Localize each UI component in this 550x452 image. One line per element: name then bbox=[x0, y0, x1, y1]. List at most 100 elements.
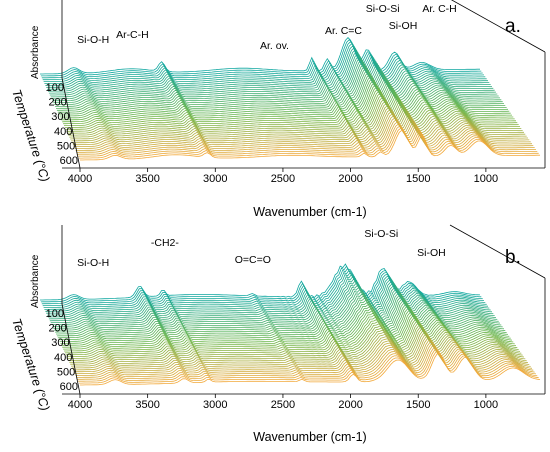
spectrum-curve bbox=[40, 265, 482, 303]
spectrum-curve bbox=[48, 282, 493, 318]
x-tick-label: 2500 bbox=[271, 173, 295, 185]
spectrum-curve bbox=[61, 86, 512, 121]
spectrum-curve bbox=[72, 338, 530, 371]
x-tick-label: 4000 bbox=[68, 399, 92, 411]
back-edge-line bbox=[449, 224, 546, 279]
temperature-tick-label: 500 bbox=[57, 140, 75, 152]
spectrum-curve bbox=[56, 76, 506, 111]
temperature-axis-label-a: Temperature (°C) bbox=[9, 88, 52, 184]
peak-annotations-a: Si-O-H Ar-C-H Ar. ov. Ar. C=C Si-O-Si Si-OH Ar… bbox=[77, 3, 457, 52]
panel-letter-a: a. bbox=[505, 16, 521, 37]
spectrum-curve bbox=[59, 82, 510, 117]
spectrum-curve bbox=[44, 273, 487, 310]
spectrum-curve bbox=[64, 92, 516, 126]
temperature-ticks-b: 100 200 300 400 500 600 bbox=[46, 308, 78, 393]
temperature-tick-label: 600 bbox=[60, 381, 78, 393]
spectrum-curve bbox=[45, 276, 489, 312]
peak-annotation: Ar. C=C bbox=[325, 25, 362, 37]
spectrum-curve bbox=[48, 57, 494, 94]
peak-annotation: Ar-C-H bbox=[116, 29, 149, 41]
spectrum-curve bbox=[66, 98, 521, 132]
spectrum-curve bbox=[54, 70, 502, 105]
spectrum-curve bbox=[62, 315, 514, 348]
x-tick-label: 2500 bbox=[271, 399, 295, 411]
spectrum-curve bbox=[64, 94, 518, 128]
spectrum-curve bbox=[40, 37, 480, 75]
spectrum-curve bbox=[78, 125, 538, 157]
x-axis-ticks-a: 4000 3500 3000 2500 2000 1500 1000 bbox=[68, 168, 498, 185]
panel-letter-b: b. bbox=[505, 247, 521, 268]
spectrum-curve bbox=[44, 47, 487, 84]
peak-annotation: Si-OH bbox=[417, 247, 446, 259]
temperature-tick-label: 100 bbox=[46, 308, 64, 320]
spectrum-curve bbox=[42, 269, 485, 307]
x-tick-label: 1000 bbox=[474, 399, 498, 411]
spectrum-curve bbox=[53, 67, 500, 104]
temperature-tick-label: 500 bbox=[57, 366, 75, 378]
spectrum-curve bbox=[70, 332, 526, 365]
plot-frame-b bbox=[61, 224, 546, 395]
x-tick-label: 3500 bbox=[135, 173, 159, 185]
spectrum-curve bbox=[80, 353, 541, 386]
spectrum-curve bbox=[41, 41, 483, 79]
back-edge-line bbox=[450, 0, 546, 53]
spectrum-curve bbox=[68, 102, 523, 136]
plot-frame-a bbox=[61, 0, 546, 169]
peak-annotation: O=C=O bbox=[235, 254, 271, 266]
spectrum-curve bbox=[52, 293, 499, 327]
temperature-tick-label: 100 bbox=[46, 82, 64, 94]
spectrum-curve bbox=[56, 301, 505, 335]
spectrum-curve bbox=[74, 117, 533, 149]
peak-annotations-b: Si-O-H -CH2- O=C=O Si-O-Si Si-OH bbox=[77, 228, 446, 269]
spectrum-curve bbox=[60, 311, 511, 344]
temperature-tick-label: 400 bbox=[54, 126, 72, 138]
spectrum-curve bbox=[51, 291, 498, 325]
x-tick-label: 2000 bbox=[338, 173, 362, 185]
temperature-tick-label: 300 bbox=[51, 111, 69, 123]
temperature-tick-label: 400 bbox=[54, 352, 72, 364]
spectrum-curve bbox=[55, 299, 503, 333]
peak-annotation: -CH2- bbox=[151, 237, 180, 249]
spectrum-curve bbox=[64, 321, 518, 354]
spectrum-curve bbox=[73, 339, 531, 373]
spectrum-curve bbox=[46, 278, 490, 314]
depth-axis-line bbox=[61, 303, 81, 395]
y-axis-label-a: Absorbance bbox=[30, 25, 41, 79]
spectrum-curve bbox=[76, 121, 535, 153]
spectrum-curve bbox=[49, 59, 495, 96]
spectrum-curve bbox=[46, 51, 490, 88]
depth-axis-line bbox=[61, 77, 81, 169]
spectrum-curve bbox=[65, 96, 519, 130]
spectrum-curve bbox=[45, 49, 488, 86]
spectrum-curve bbox=[58, 80, 509, 115]
peak-annotation: Si-O-Si bbox=[366, 3, 400, 15]
spectrum-curve bbox=[59, 309, 510, 342]
spectrum-curve bbox=[48, 284, 494, 320]
spectrum-curve bbox=[42, 43, 485, 81]
spectrum-curve bbox=[72, 113, 530, 146]
spectrum-curve bbox=[40, 39, 482, 77]
spectrum-curve bbox=[41, 267, 483, 305]
spectrum-curve bbox=[47, 280, 491, 316]
spectrum-curve bbox=[68, 328, 523, 361]
spectrum-curve bbox=[75, 343, 534, 376]
spectrum-curve bbox=[63, 317, 515, 350]
panel-a: 4000 3500 3000 2500 2000 1500 1000 100 200 300 40… bbox=[9, 0, 546, 219]
spectrum-curve bbox=[52, 65, 499, 102]
peak-annotation: Si-O-H bbox=[77, 257, 109, 269]
spectrum-curve bbox=[78, 349, 538, 382]
spectrum-curve bbox=[69, 330, 525, 363]
spectrum-curve bbox=[72, 111, 528, 144]
spectrum-curve bbox=[60, 84, 511, 119]
spectrum-curve bbox=[76, 345, 535, 378]
spectrum-curve bbox=[79, 127, 539, 159]
x-tick-label: 1000 bbox=[474, 173, 498, 185]
spectrum-curve bbox=[53, 295, 501, 329]
spectrum-curve bbox=[63, 90, 515, 125]
spectrum-curve bbox=[79, 351, 539, 384]
spectrum-curve bbox=[57, 305, 507, 339]
spectrum-curve bbox=[56, 74, 504, 109]
spectrum-curve bbox=[57, 78, 507, 113]
